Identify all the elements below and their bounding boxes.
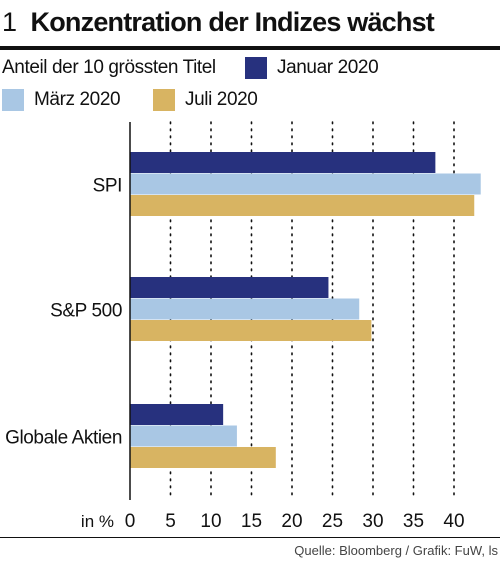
bar-spi-1 [130,173,481,195]
chart-title-text: Konzentration der Indizes wächst [30,6,435,37]
legend-swatch-januar [245,57,267,79]
legend-label-januar: Januar 2020 [277,57,379,78]
legend-item-juli: Juli 2020 [153,89,258,111]
category-label-s-p-500: S&P 500 [50,300,122,321]
category-label-globale-aktien: Globale Aktien [5,427,122,448]
bar-s-p-500-0 [130,277,329,298]
x-tick-label-0: 0 [125,511,136,532]
bar-spi-0 [130,152,436,173]
x-tick-label-20: 20 [281,511,302,532]
bar-globale-aktien-0 [130,404,224,425]
legend-label-maerz: März 2020 [34,89,121,110]
x-tick-label-25: 25 [322,511,343,532]
footer-rule [0,537,500,538]
chart-number: 1 [2,6,17,37]
legend-label-juli: Juli 2020 [185,89,258,110]
x-tick-label-30: 30 [362,511,383,532]
bar-globale-aktien-1 [130,425,237,447]
bar-s-p-500-2 [130,320,372,341]
x-tick-label-40: 40 [443,511,464,532]
category-label-spi: SPI [93,175,122,196]
legend-item-januar: Januar 2020 [245,57,379,79]
x-tick-label-15: 15 [241,511,262,532]
chart-subtitle: Anteil der 10 grössten Titel [2,57,216,78]
legend-swatch-maerz [2,89,24,111]
legend-item-maerz: März 2020 [2,89,121,111]
source-note: Quelle: Bloomberg / Grafik: FuW, ls [294,543,498,558]
legend-swatch-juli [153,89,175,111]
x-tick-label-10: 10 [200,511,221,532]
x-tick-label-5: 5 [165,511,176,532]
x-unit-label: in % [81,512,114,531]
bar-globale-aktien-2 [130,447,276,468]
bar-s-p-500-1 [130,298,360,320]
title-rule [0,46,500,50]
x-tick-label-35: 35 [403,511,424,532]
bar-spi-2 [130,195,475,216]
chart-title: 1 Konzentration der Indizes wächst [2,0,435,44]
